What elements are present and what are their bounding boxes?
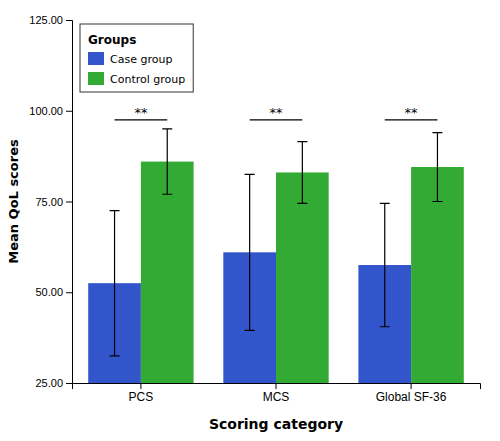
series [88, 174, 411, 383]
x-axis: PCS MCS Global SF-36 [73, 383, 481, 404]
y-axis-title: Mean QoL scores [6, 139, 21, 264]
series [141, 129, 464, 383]
marks [88, 129, 464, 383]
tick-mark [140, 383, 141, 389]
legend-title: Groups [88, 33, 136, 47]
tick-label: Global SF-36 [376, 390, 447, 404]
error-bar-line [162, 129, 172, 194]
error-bar-line [297, 142, 307, 204]
tick: 25.00 [35, 377, 72, 389]
axis-line [73, 384, 481, 390]
plot-area: 25.00 50.00 75.00 100.00 125.00 PCS MCS Global … [29, 14, 480, 404]
significance-label: ** [270, 105, 284, 120]
error-bar [432, 133, 442, 202]
tick-mark [66, 20, 72, 21]
bar [276, 172, 329, 383]
chart: 25.00 50.00 75.00 100.00 125.00 PCS MCS Global … [0, 0, 500, 441]
legend-label: Control group [110, 73, 185, 86]
error-bar [162, 129, 172, 194]
error-bar-line [245, 174, 255, 330]
tick-label: MCS [263, 390, 290, 404]
legend-label: Case group [110, 53, 172, 66]
tick-mark [276, 383, 277, 389]
tick-mark [66, 111, 72, 112]
legend: Groups Case group Control group [80, 24, 193, 92]
tick: Global SF-36 [376, 383, 447, 404]
tick-label: 75.00 [35, 196, 63, 208]
tick-mark [66, 383, 72, 384]
tick-mark [66, 292, 72, 293]
significance-label: ** [405, 105, 419, 120]
tick-label: 100.00 [29, 105, 63, 117]
tick-label: PCS [129, 390, 154, 404]
error-bar [110, 211, 120, 356]
legend-swatch [88, 72, 104, 85]
error-bar [297, 142, 307, 204]
error-bar [380, 203, 390, 326]
tick: 100.00 [29, 105, 72, 117]
legend-swatch [88, 52, 104, 65]
x-axis-title: Scoring category [209, 416, 343, 432]
tick-label: 50.00 [35, 286, 63, 298]
error-bar-line [110, 211, 120, 356]
error-bar [245, 174, 255, 330]
tick: 75.00 [35, 196, 72, 208]
tick-mark [411, 383, 412, 389]
tick-label: 25.00 [35, 377, 63, 389]
error-bar-line [380, 203, 390, 326]
tick-mark [66, 202, 72, 203]
legend-frame [80, 24, 193, 92]
tick: 125.00 [29, 14, 72, 26]
tick-label: 125.00 [29, 14, 63, 26]
axis-line [66, 21, 73, 384]
y-axis: 25.00 50.00 75.00 100.00 125.00 [29, 14, 72, 389]
tick: 50.00 [35, 286, 72, 298]
error-bar-line [432, 133, 442, 202]
tick: PCS [129, 383, 154, 404]
significance-label: ** [134, 105, 148, 120]
annotations: ** ** ** [115, 105, 438, 120]
tick: MCS [263, 383, 290, 404]
